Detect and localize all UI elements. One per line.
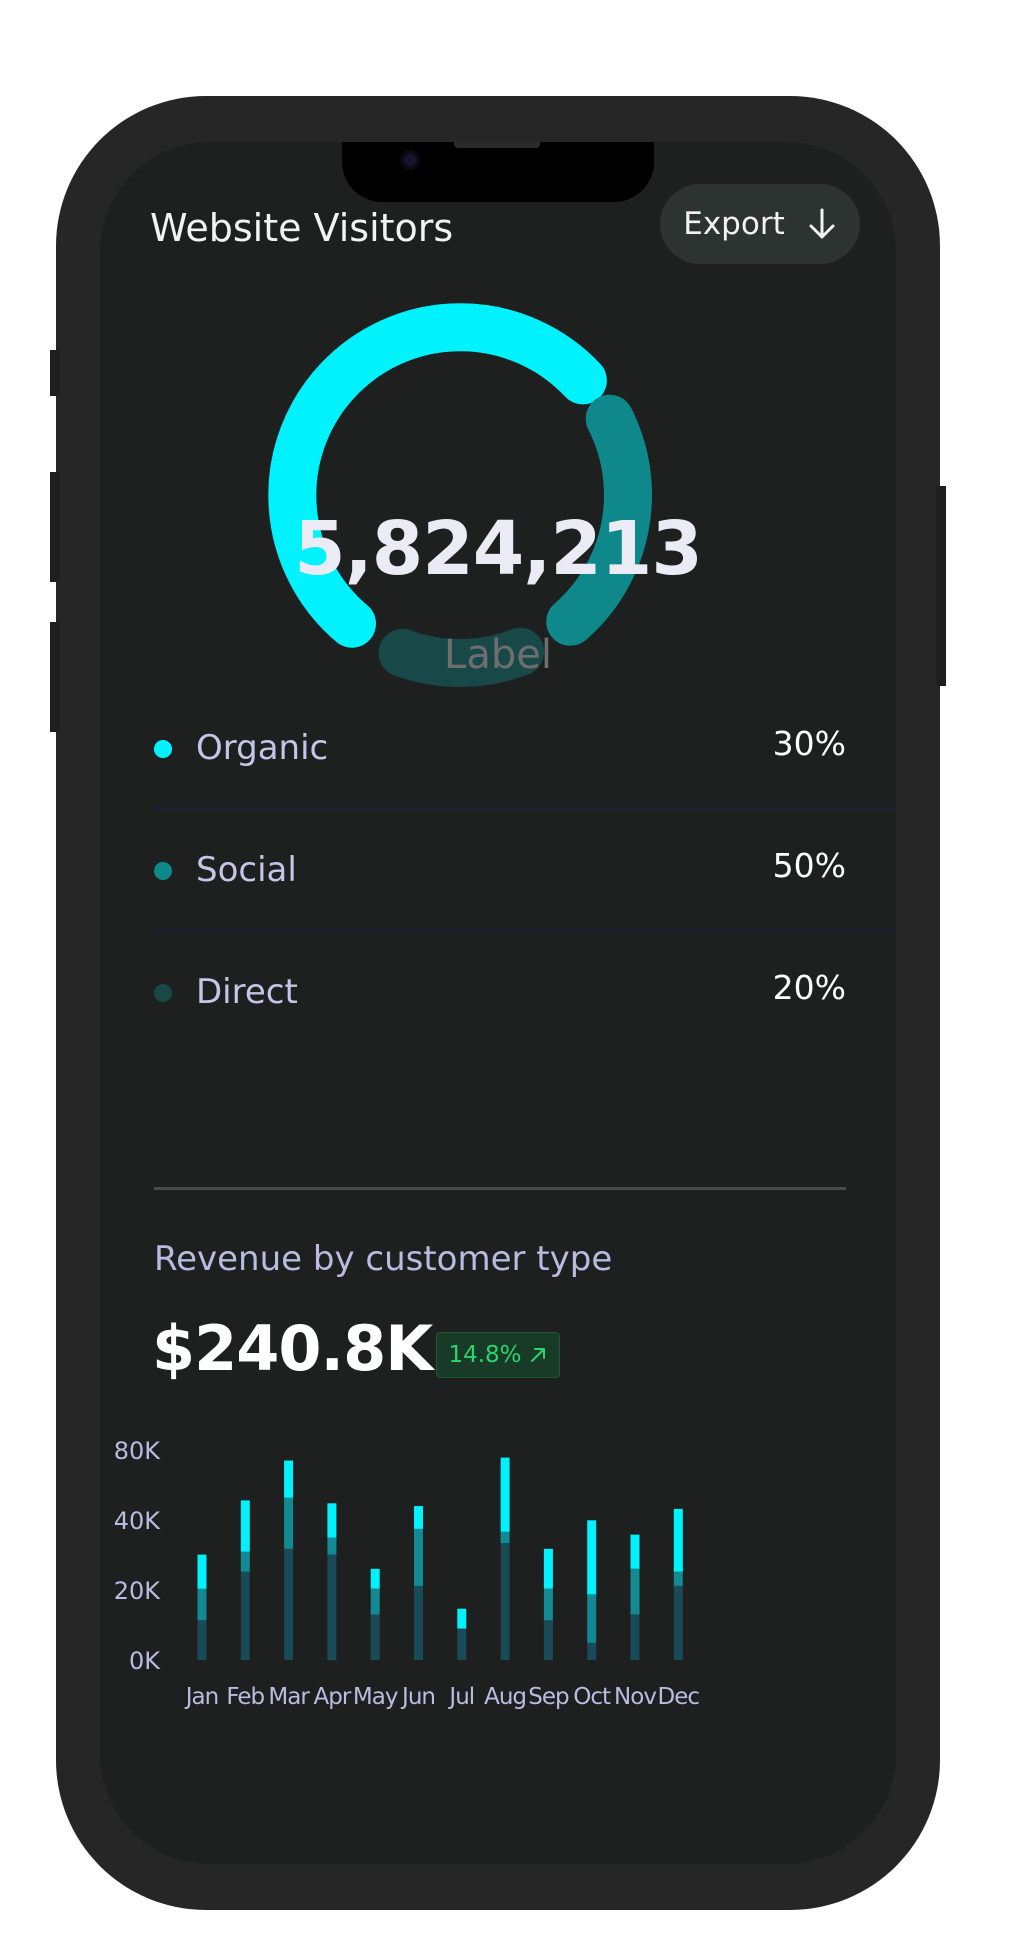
bar-segment xyxy=(370,1614,380,1660)
arrow-down-icon xyxy=(809,208,835,239)
bar-segment xyxy=(197,1588,207,1621)
revenue-title: Revenue by customer type xyxy=(154,1239,613,1279)
y-tick-label: 40K xyxy=(114,1507,162,1535)
direct-arc xyxy=(378,627,545,687)
y-tick-label: 80K xyxy=(114,1437,162,1465)
x-tick-label: Oct xyxy=(573,1684,611,1710)
legend-percent: 30% xyxy=(772,724,846,763)
bar-segment xyxy=(240,1500,250,1552)
speaker xyxy=(454,142,540,148)
arrow-up-right-icon xyxy=(530,1348,545,1362)
x-tick-label: May xyxy=(353,1684,398,1710)
bar-segment xyxy=(414,1528,423,1586)
camera xyxy=(400,150,420,170)
social-dot xyxy=(154,862,172,880)
bar-segment xyxy=(457,1628,467,1661)
page-title: Website Visitors xyxy=(150,206,454,250)
bar-segment xyxy=(630,1614,640,1660)
bar-segment xyxy=(414,1506,423,1529)
volume-up-button xyxy=(50,472,60,582)
section-divider xyxy=(154,1187,846,1190)
x-tick-label: Feb xyxy=(226,1684,264,1710)
bar-segment xyxy=(587,1520,597,1595)
silent-switch xyxy=(50,350,60,396)
bar-segment xyxy=(543,1588,553,1621)
row-divider xyxy=(154,930,896,932)
volume-down-button xyxy=(50,622,60,732)
bar-segment xyxy=(543,1620,553,1660)
x-tick-label: Jun xyxy=(400,1684,435,1710)
bar-segment xyxy=(500,1543,510,1660)
phone-frame: Website Visitors Export 5,824,213 Label … xyxy=(50,96,946,1910)
bar-segment xyxy=(327,1537,337,1555)
x-tick-label: Mar xyxy=(268,1684,310,1710)
bar-segment xyxy=(370,1588,380,1615)
bar-segment xyxy=(630,1534,640,1569)
bar-segment xyxy=(240,1571,250,1660)
bar-segment xyxy=(284,1460,294,1498)
bar-segment xyxy=(327,1503,337,1538)
change-value: 14.8% xyxy=(448,1342,522,1368)
legend-label: Organic xyxy=(196,728,329,768)
legend-item-social[interactable]: Social 50% xyxy=(154,810,896,932)
export-button[interactable]: Export xyxy=(660,184,860,264)
bar-segment xyxy=(543,1548,553,1589)
power-button xyxy=(936,486,946,686)
visitors-donut-chart xyxy=(268,303,652,687)
legend-item-direct[interactable]: Direct 20% xyxy=(154,932,896,1054)
x-tick-label: Sep xyxy=(528,1684,569,1710)
x-tick-label: Jul xyxy=(447,1684,474,1710)
change-badge: 14.8% xyxy=(436,1332,560,1378)
legend-percent: 20% xyxy=(772,968,846,1007)
bar-segment xyxy=(414,1585,423,1660)
row-divider xyxy=(154,808,896,810)
organic-arc xyxy=(268,303,607,648)
legend-label: Social xyxy=(196,850,297,890)
bar-segment xyxy=(284,1497,294,1549)
bar-segment xyxy=(500,1531,510,1544)
bar-segment xyxy=(284,1548,294,1660)
bar-segment xyxy=(197,1620,207,1660)
export-label: Export xyxy=(683,206,785,242)
visitors-total: 5,824,213 xyxy=(294,506,703,592)
legend-label: Direct xyxy=(196,972,298,1012)
legend-percent: 50% xyxy=(772,846,846,885)
x-tick-label: Aug xyxy=(484,1684,526,1710)
direct-dot xyxy=(154,984,172,1002)
legend-item-organic[interactable]: Organic 30% xyxy=(154,688,896,810)
organic-dot xyxy=(154,740,172,758)
bar-segment xyxy=(673,1508,683,1572)
social-arc xyxy=(546,394,652,646)
bar-segment xyxy=(673,1571,683,1586)
bar-segment xyxy=(370,1568,380,1589)
x-tick-label: Dec xyxy=(658,1684,700,1710)
x-tick-label: Apr xyxy=(314,1684,352,1710)
x-tick-label: Nov xyxy=(614,1684,656,1710)
bar-segment xyxy=(457,1608,467,1629)
revenue-value: $240.8K xyxy=(152,1312,433,1385)
bar-segment xyxy=(587,1642,597,1660)
screen: Website Visitors Export 5,824,213 Label … xyxy=(100,142,896,1864)
bar-segment xyxy=(630,1568,640,1615)
bar-segment xyxy=(500,1457,510,1532)
x-tick-label: Jan xyxy=(184,1684,218,1710)
bar-segment xyxy=(327,1554,337,1661)
bar-segment xyxy=(587,1594,597,1643)
bar-segment xyxy=(240,1551,250,1572)
revenue-bar-chart: 0K 20K 40K 80K Jan Feb Mar Apr May Jun Jul Aug Sep Oc… xyxy=(114,1437,701,1710)
bar-segment xyxy=(197,1554,207,1589)
y-tick-label: 0K xyxy=(129,1647,161,1675)
visitors-label: Label xyxy=(444,632,552,678)
bar-segment xyxy=(673,1585,683,1660)
y-tick-label: 20K xyxy=(114,1577,162,1605)
notch xyxy=(342,142,654,202)
